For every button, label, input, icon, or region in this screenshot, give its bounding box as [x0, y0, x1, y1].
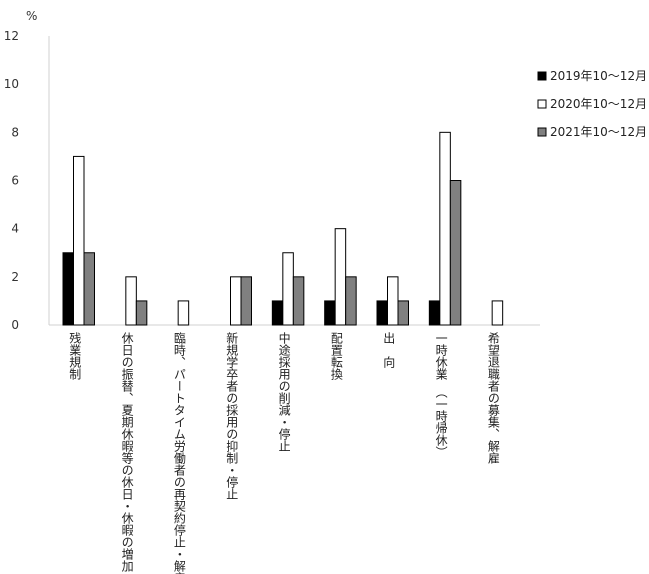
bar: [397, 300, 409, 326]
bar: [135, 300, 148, 326]
bar: [177, 300, 190, 326]
category-label: 希望退職者の募集、解雇: [486, 331, 500, 464]
legend-swatch: [537, 71, 547, 81]
category-label: 配置転換: [329, 332, 343, 380]
category-label: 出 向: [382, 332, 396, 368]
legend: 2019年10～12月 2020年10～12月 2021年10～12月: [537, 69, 647, 139]
legend-label: 2020年10～12月: [550, 97, 647, 111]
bar: [449, 180, 462, 326]
bar: [345, 276, 357, 326]
y-tick-label: 12: [4, 29, 19, 43]
category-labels: 残業規制 休日の振替、夏期休暇等の休日・休暇の増加 臨時、パートタイム労働者の再契約…: [68, 331, 501, 574]
bar: [240, 276, 252, 326]
y-tick-label: 0: [11, 318, 19, 332]
category-label: 休日の振替、夏期休暇等の休日・休暇の増加: [120, 332, 134, 573]
bar: [428, 300, 441, 326]
bar: [83, 252, 95, 326]
legend-label: 2021年10～12月: [550, 125, 647, 139]
bar: [491, 300, 504, 326]
bar: [324, 300, 336, 326]
bars: [62, 131, 504, 326]
bar: [62, 252, 74, 326]
y-unit-label: %: [26, 9, 37, 23]
bar: [271, 300, 284, 326]
category-label: 一時休業 （一時帰休）: [434, 332, 448, 458]
category-label: 新規学卒者の採用の抑制・停止: [225, 331, 239, 500]
category-label: 残業規制: [68, 332, 82, 380]
bar: [282, 252, 294, 326]
y-tick-label: 8: [11, 125, 19, 139]
legend-label: 2019年10～12月: [550, 69, 647, 83]
bar: [439, 131, 451, 326]
bar: [292, 276, 305, 326]
legend-swatch: [537, 127, 547, 137]
legend-swatch: [537, 99, 547, 109]
y-tick-label: 6: [11, 174, 19, 188]
category-label: 中途採用の削減・停止: [277, 331, 291, 452]
bar: [334, 228, 347, 326]
bar: [73, 155, 85, 326]
y-tick-label: 4: [11, 222, 19, 236]
y-tick-label: 2: [11, 270, 19, 284]
y-axis-ticks: 0 2 4 6 8 10 12: [4, 29, 19, 332]
bar: [376, 300, 388, 326]
bar: [230, 276, 242, 326]
bar: [387, 276, 399, 326]
y-tick-label: 10: [4, 77, 19, 91]
category-label: 臨時、パートタイム労働者の再契約停止・解雇: [172, 332, 186, 574]
bar: [125, 276, 137, 326]
